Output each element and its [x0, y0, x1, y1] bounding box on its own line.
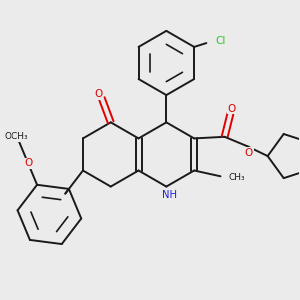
- Text: OCH₃: OCH₃: [4, 132, 28, 141]
- Text: NH: NH: [162, 190, 177, 200]
- Text: O: O: [228, 103, 236, 114]
- Text: CH₃: CH₃: [229, 173, 245, 182]
- Text: O: O: [94, 89, 102, 99]
- Text: Cl: Cl: [215, 36, 225, 46]
- Text: O: O: [24, 158, 32, 169]
- Text: O: O: [245, 148, 253, 158]
